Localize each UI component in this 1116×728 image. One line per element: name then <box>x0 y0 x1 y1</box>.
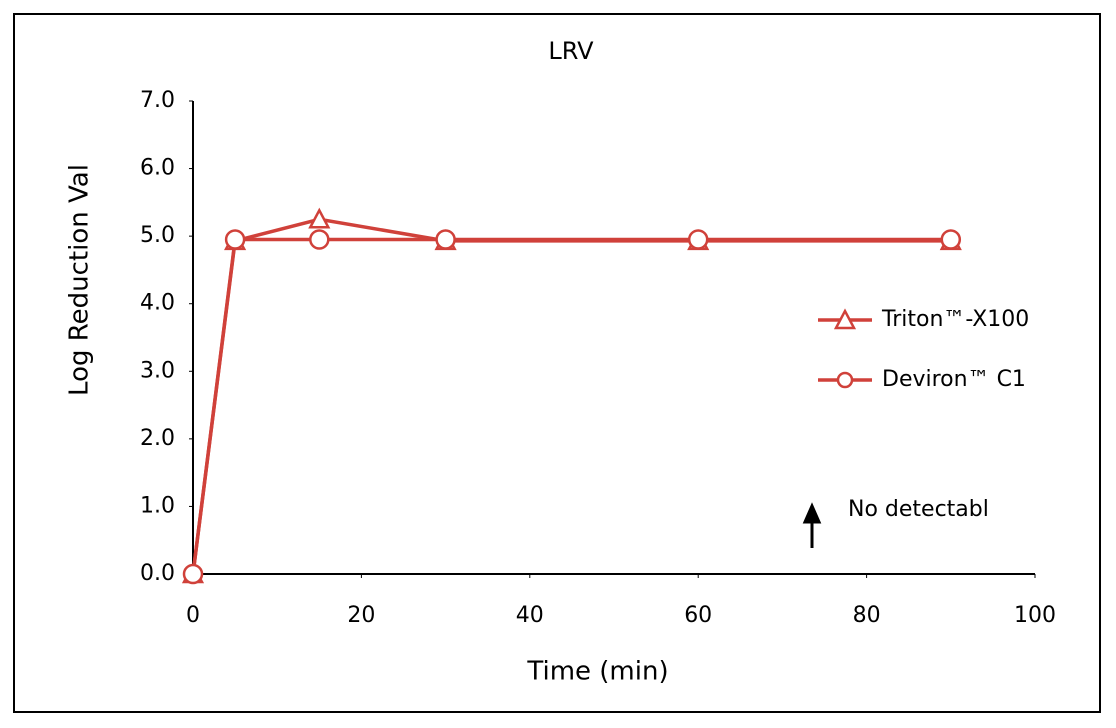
data-point <box>182 563 204 585</box>
annotation-arrow <box>802 502 822 548</box>
data-point <box>435 229 456 250</box>
y-tick-label: 7.0 <box>140 88 175 113</box>
y-tick-label: 4.0 <box>140 291 175 316</box>
x-axis-label: Time (min) <box>526 657 668 687</box>
data-point <box>224 229 246 250</box>
data-point <box>687 229 709 250</box>
series-line <box>191 237 951 575</box>
y-tick-label: 1.0 <box>140 493 175 518</box>
y-tick-label: 5.0 <box>140 223 175 248</box>
legend-label: Triton™-X100 <box>881 307 1029 332</box>
y-tick-label: 6.0 <box>140 156 175 181</box>
data-point <box>309 229 330 250</box>
x-tick-label: 80 <box>853 603 881 628</box>
legend-label: Deviron™ C1 <box>882 367 1026 392</box>
chart-border <box>13 13 1101 713</box>
x-tick-label: 40 <box>516 603 544 628</box>
y-tick-label: 2.0 <box>140 426 175 451</box>
y-tick-label: 0.0 <box>140 561 175 586</box>
x-tick-label: 20 <box>347 603 375 628</box>
x-tick-label: 0 <box>186 603 200 628</box>
y-tick-label: 3.0 <box>140 358 175 383</box>
x-tick-label: 100 <box>1014 603 1056 628</box>
y-axis-label: Log Reduction Val <box>65 164 95 396</box>
annotation: No detectabl <box>848 497 989 522</box>
legend-marker <box>836 371 854 389</box>
data-point <box>308 207 331 229</box>
legend-marker <box>833 308 857 330</box>
data-point <box>940 229 962 250</box>
x-tick-label: 60 <box>684 603 712 628</box>
chart-title: LRV <box>548 37 594 65</box>
